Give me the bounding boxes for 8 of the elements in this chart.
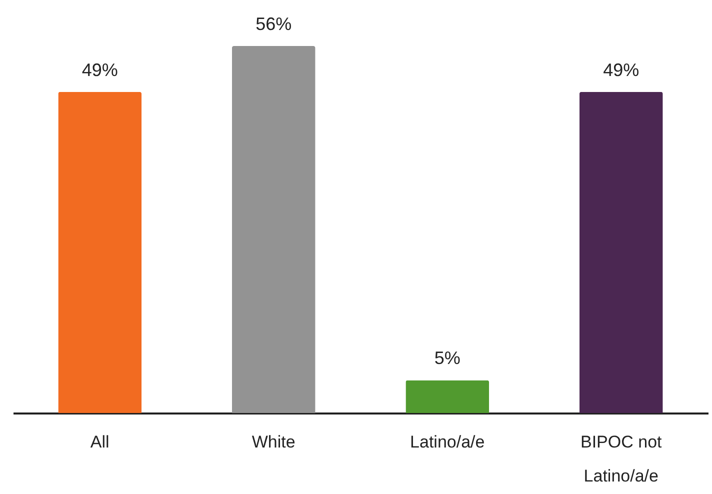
data-label: 49% <box>82 60 118 80</box>
x-tick-label: BIPOC not Latino/a/e <box>580 432 662 486</box>
x-tick-label: White <box>252 432 296 452</box>
data-label: 56% <box>256 14 292 34</box>
data-label: 49% <box>603 60 640 80</box>
x-tick-label: Latino/a/e <box>410 432 485 452</box>
data-label: 5% <box>434 348 460 368</box>
x-tick-label: All <box>90 432 110 452</box>
